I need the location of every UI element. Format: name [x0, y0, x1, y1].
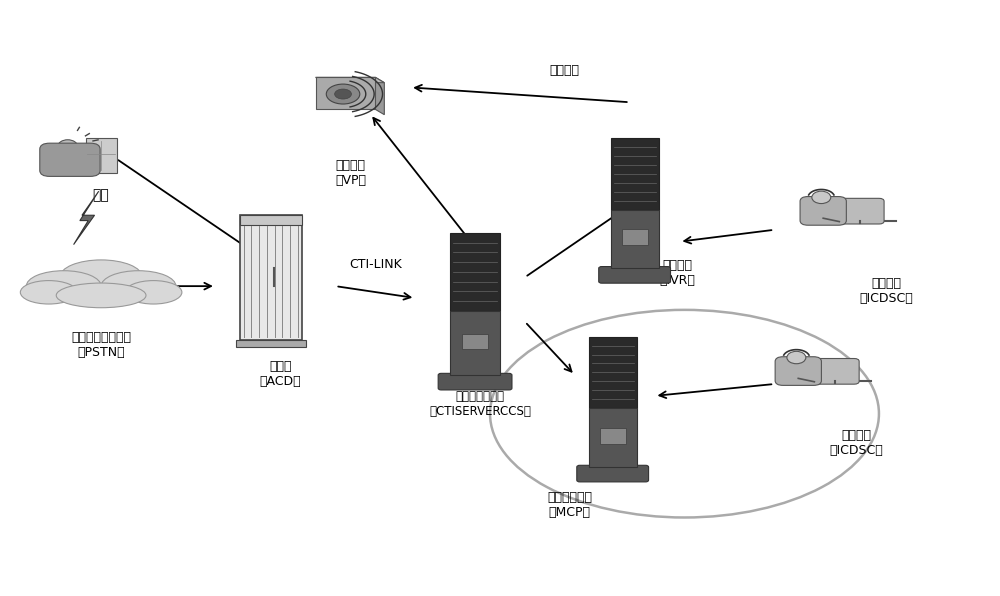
- Ellipse shape: [20, 281, 77, 304]
- Bar: [600, 428, 626, 443]
- Text: 语音播放
（VP）: 语音播放 （VP）: [335, 159, 366, 187]
- FancyBboxPatch shape: [834, 198, 884, 224]
- Text: 排队机
（ACD）: 排队机 （ACD）: [260, 361, 301, 388]
- Bar: [240, 215, 302, 340]
- Ellipse shape: [787, 351, 806, 364]
- Bar: [462, 334, 488, 349]
- Ellipse shape: [125, 281, 182, 304]
- FancyBboxPatch shape: [599, 266, 671, 283]
- Circle shape: [335, 89, 351, 99]
- Bar: [589, 408, 637, 467]
- Text: 人工业务
（ICDSC）: 人工业务 （ICDSC）: [859, 277, 913, 305]
- Text: 管理连接代理
（MCP）: 管理连接代理 （MCP）: [547, 491, 592, 519]
- Bar: [450, 311, 500, 375]
- Bar: [622, 229, 648, 245]
- Ellipse shape: [58, 139, 78, 153]
- Ellipse shape: [26, 271, 101, 302]
- FancyBboxPatch shape: [809, 359, 859, 384]
- Ellipse shape: [101, 271, 176, 302]
- Polygon shape: [316, 77, 384, 83]
- FancyBboxPatch shape: [577, 465, 649, 482]
- Circle shape: [326, 84, 360, 104]
- Text: 人工业务
（ICDSC）: 人工业务 （ICDSC）: [829, 429, 883, 457]
- Text: 公共交换电话网络
（PSTN）: 公共交换电话网络 （PSTN）: [71, 331, 131, 359]
- Bar: [240, 215, 302, 225]
- Text: 呼叫中心服务器
（CTISERVERCCS）: 呼叫中心服务器 （CTISERVERCCS）: [429, 390, 531, 418]
- Bar: [450, 233, 500, 311]
- Text: 用户: 用户: [93, 188, 109, 202]
- Bar: [589, 337, 637, 408]
- Bar: [611, 210, 659, 268]
- Text: CTI-LINK: CTI-LINK: [349, 258, 402, 271]
- Ellipse shape: [60, 260, 142, 294]
- Ellipse shape: [56, 283, 146, 308]
- Polygon shape: [74, 191, 99, 244]
- Bar: [86, 138, 117, 173]
- Text: 放音收号: 放音收号: [550, 64, 580, 77]
- Bar: [236, 340, 306, 347]
- FancyBboxPatch shape: [800, 197, 846, 225]
- Bar: [316, 77, 375, 109]
- Polygon shape: [375, 77, 384, 114]
- FancyBboxPatch shape: [438, 373, 512, 390]
- Text: 自动业务
（IVR）: 自动业务 （IVR）: [660, 259, 695, 287]
- FancyBboxPatch shape: [775, 357, 821, 386]
- FancyBboxPatch shape: [40, 143, 100, 176]
- Ellipse shape: [812, 191, 831, 204]
- Bar: [611, 138, 659, 210]
